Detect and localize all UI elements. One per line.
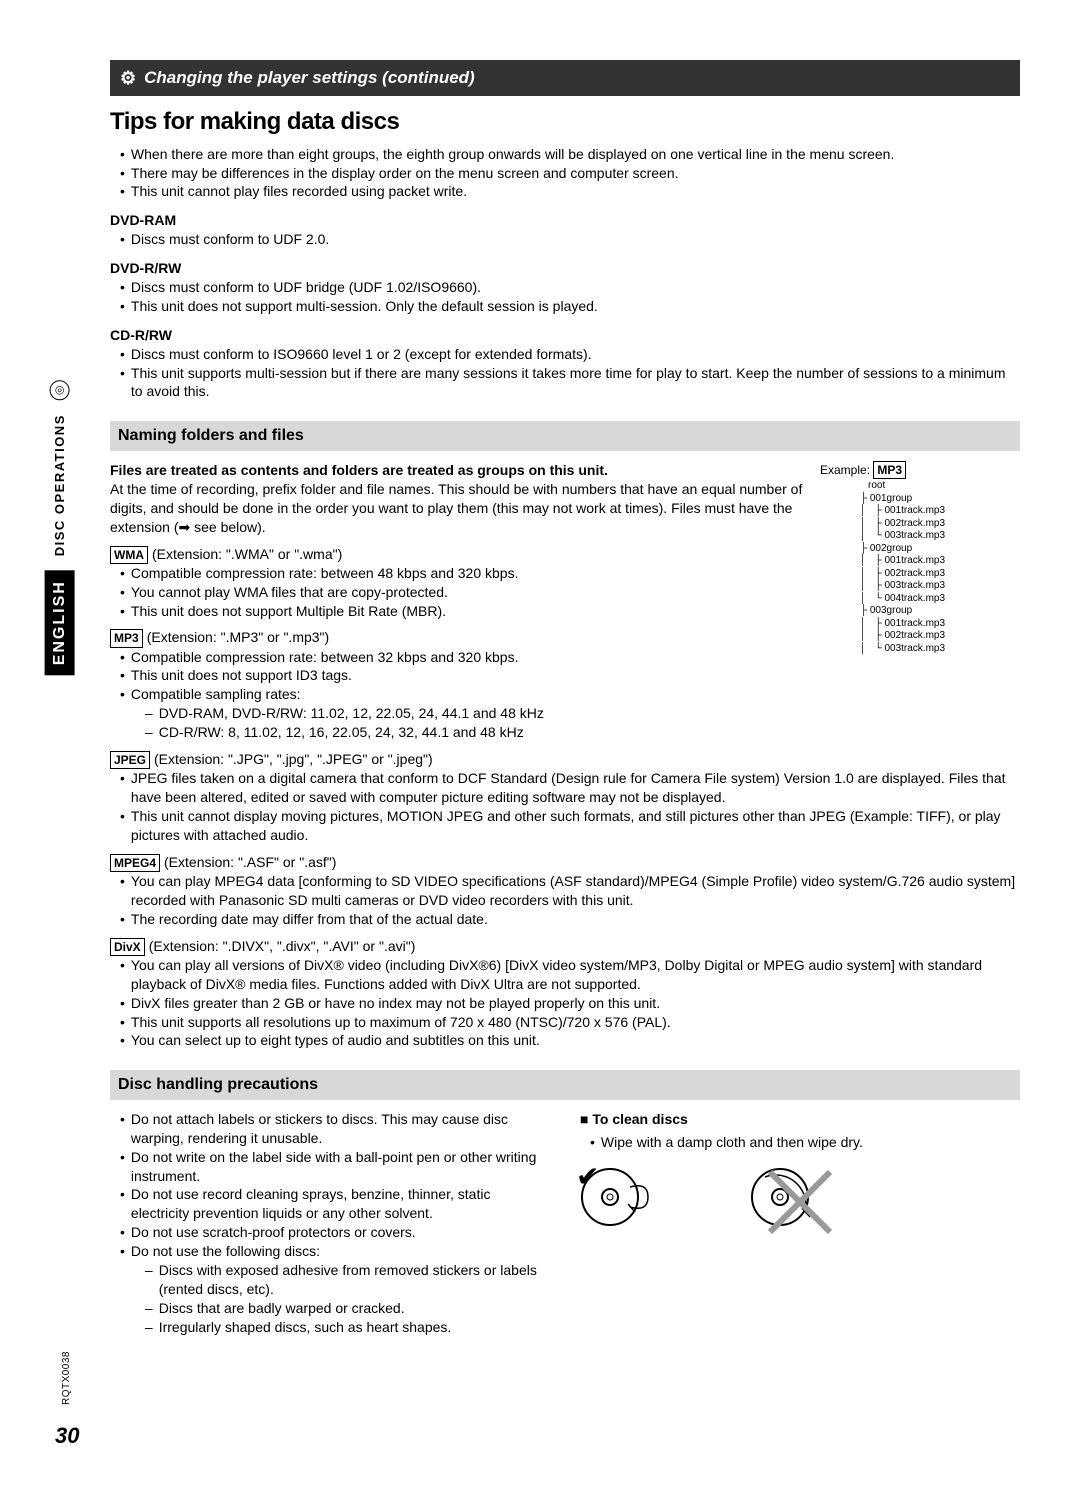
dvdram-head: DVD-RAM: [110, 211, 1020, 230]
check-icon: ✔: [576, 1158, 599, 1196]
divx-bullets: You can play all versions of DivX® video…: [110, 956, 1020, 1050]
precautions-heading: Disc handling precautions: [110, 1070, 1020, 1100]
jpeg-bullets: JPEG files taken on a digital camera tha…: [110, 769, 1020, 845]
clean-bullet: Wipe with a damp cloth and then wipe dry…: [601, 1133, 1020, 1152]
list-item: The recording date may differ from that …: [131, 910, 1020, 929]
mpeg4-tag: MPEG4: [110, 854, 160, 872]
list-item: You cannot play WMA files that are copy-…: [131, 583, 810, 602]
mpeg4-ext: (Extension: ".ASF" or ".asf"): [164, 854, 336, 870]
general-bullets: When there are more than eight groups, t…: [110, 145, 1020, 202]
divx-ext: (Extension: ".DIVX", ".divx", ".AVI" or …: [149, 938, 416, 954]
mpeg4-bullets: You can play MPEG4 data [conforming to S…: [110, 872, 1020, 929]
naming-intro: At the time of recording, prefix folder …: [110, 480, 810, 537]
language-tab: ENGLISH: [45, 570, 75, 675]
clean-diagrams: ✔: [580, 1162, 1020, 1262]
list-item: This unit does not support ID3 tags.: [131, 666, 810, 685]
list-item: This unit cannot display moving pictures…: [131, 807, 1020, 845]
list-item: When there are more than eight groups, t…: [131, 145, 1020, 164]
list-item: Do not use the following discs:Discs wit…: [131, 1242, 550, 1336]
wma-tag: WMA: [110, 546, 148, 564]
list-item: You can play all versions of DivX® video…: [131, 956, 1020, 994]
side-tab: ENGLISH DISC OPERATIONS ◎: [45, 380, 75, 675]
wma-ext: (Extension: ".WMA" or ".wma"): [152, 546, 342, 562]
page-number: 30: [55, 1421, 79, 1451]
list-item: Compatible sampling rates:DVD-RAM, DVD-R…: [131, 685, 810, 742]
divx-line: DivX(Extension: ".DIVX", ".divx", ".AVI"…: [110, 937, 1020, 956]
list-item: Discs with exposed adhesive from removed…: [159, 1261, 550, 1299]
jpeg-ext: (Extension: ".JPG", ".jpg", ".JPEG" or "…: [154, 751, 433, 767]
list-item: You can play MPEG4 data [conforming to S…: [131, 872, 1020, 910]
dvdrrw-head: DVD-R/RW: [110, 259, 1020, 278]
list-item: Discs must conform to ISO9660 level 1 or…: [131, 345, 1020, 364]
disc-ops-label: DISC OPERATIONS: [51, 414, 69, 556]
list-item: DivX files greater than 2 GB or have no …: [131, 994, 1020, 1013]
dvdrrw-bullets: Discs must conform to UDF bridge (UDF 1.…: [110, 278, 1020, 316]
clean-bullet-list: Wipe with a damp cloth and then wipe dry…: [580, 1133, 1020, 1152]
precautions-left-bullets: Do not attach labels or stickers to disc…: [110, 1110, 550, 1337]
section-header-bar: ⚙︎ Changing the player settings (continu…: [110, 60, 1020, 96]
jpeg-line: JPEG(Extension: ".JPG", ".jpg", ".JPEG" …: [110, 750, 1020, 769]
section-header-title: Changing the player settings (continued): [144, 67, 475, 90]
doc-number: RQTX0038: [60, 1351, 74, 1405]
list-item: You can select up to eight types of audi…: [131, 1031, 1020, 1050]
wma-bullets: Compatible compression rate: between 48 …: [110, 564, 810, 621]
mp3-bullets: Compatible compression rate: between 32 …: [110, 648, 810, 742]
footer-left: RQTX0038 30: [55, 1351, 79, 1451]
discs-icon: ⚙︎: [120, 66, 136, 90]
jpeg-tag: JPEG: [110, 751, 150, 769]
page-title: Tips for making data discs: [110, 106, 1020, 138]
example-label: Example:: [820, 463, 870, 477]
mpeg4-line: MPEG4(Extension: ".ASF" or ".asf"): [110, 853, 1020, 872]
list-item: DVD-RAM, DVD-R/RW: 11.02, 12, 22.05, 24,…: [159, 704, 544, 723]
tree-root: root: [868, 479, 1020, 493]
list-item: CD-R/RW: 8, 11.02, 12, 16, 22.05, 24, 32…: [159, 723, 524, 742]
list-item: Do not use scratch-proof protectors or c…: [131, 1223, 550, 1242]
mp3-ext: (Extension: ".MP3" or ".mp3"): [147, 629, 330, 645]
list-item: Discs that are badly warped or cracked.: [159, 1299, 405, 1318]
list-item: Compatible compression rate: between 48 …: [131, 564, 810, 583]
list-item: Do not use record cleaning sprays, benzi…: [131, 1185, 550, 1223]
list-item: Discs must conform to UDF 2.0.: [131, 230, 1020, 249]
clean-wrong: [750, 1162, 880, 1262]
clean-title: To clean discs: [580, 1110, 1020, 1129]
list-item: Do not write on the label side with a ba…: [131, 1148, 550, 1186]
naming-heading: Naming folders and files: [110, 421, 1020, 451]
clean-correct: ✔: [580, 1162, 710, 1262]
example-tree: Example: MP3 root ├ 001group │ ├ 001trac…: [820, 461, 1020, 655]
list-item: JPEG files taken on a digital camera tha…: [131, 769, 1020, 807]
tree-body: ├ 001group │ ├ 001track.mp3 │ ├ 002track…: [860, 493, 1020, 656]
list-item: Irregularly shaped discs, such as heart …: [159, 1318, 452, 1337]
divx-tag: DivX: [110, 938, 145, 956]
cdrrw-head: CD-R/RW: [110, 326, 1020, 345]
list-item: Do not attach labels or stickers to disc…: [131, 1110, 550, 1148]
list-item: There may be differences in the display …: [131, 164, 1020, 183]
cdrrw-bullets: Discs must conform to ISO9660 level 1 or…: [110, 345, 1020, 402]
list-item: This unit supports multi-session but if …: [131, 364, 1020, 402]
mp3-tag: MP3: [110, 629, 143, 647]
disc-ops-icon: ◎: [50, 380, 70, 400]
list-item: This unit does not support Multiple Bit …: [131, 602, 810, 621]
list-item: Discs must conform to UDF bridge (UDF 1.…: [131, 278, 1020, 297]
list-item: This unit cannot play files recorded usi…: [131, 182, 1020, 201]
list-item: Compatible compression rate: between 32 …: [131, 648, 810, 667]
list-item: This unit does not support multi-session…: [131, 297, 1020, 316]
example-tag: MP3: [873, 461, 906, 479]
dvdram-bullets: Discs must conform to UDF 2.0.: [110, 230, 1020, 249]
list-item: This unit supports all resolutions up to…: [131, 1013, 1020, 1032]
